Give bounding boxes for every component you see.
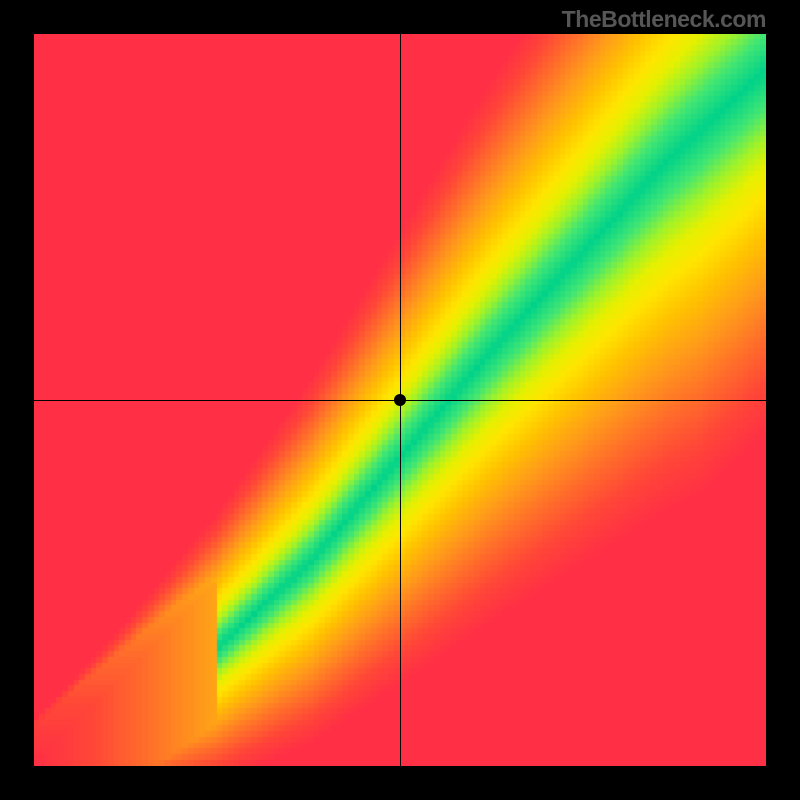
chart-container: TheBottleneck.com bbox=[0, 0, 800, 800]
data-point-marker bbox=[394, 394, 406, 406]
watermark-text: TheBottleneck.com bbox=[562, 6, 766, 33]
